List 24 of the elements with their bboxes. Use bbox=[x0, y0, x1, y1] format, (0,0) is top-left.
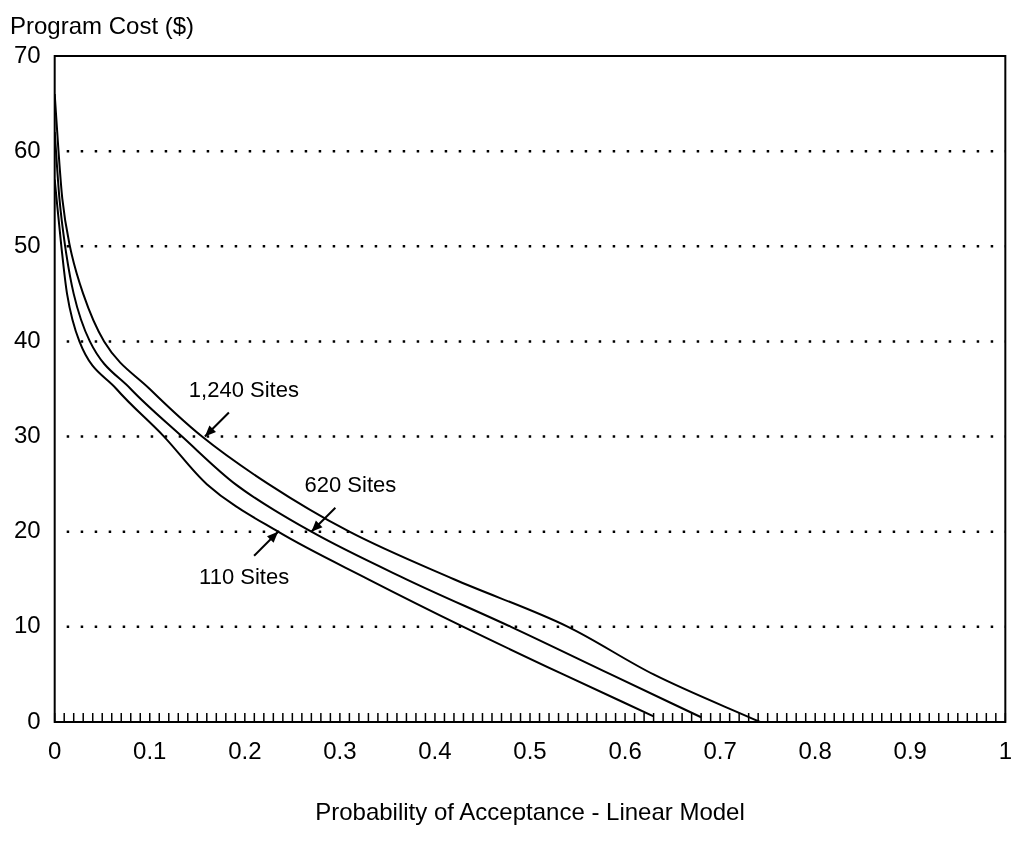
x-tick-label: 0.4 bbox=[418, 737, 452, 765]
x-axis-title: Probability of Acceptance - Linear Model bbox=[315, 798, 745, 825]
x-tick-label: 0.8 bbox=[798, 737, 832, 765]
y-tick-label: 50 bbox=[13, 230, 41, 258]
annotation: 110 Sites bbox=[199, 563, 290, 589]
y-tick-label: 20 bbox=[13, 516, 41, 544]
x-tick-label: 1 bbox=[998, 737, 1013, 765]
x-tick-label: 0.2 bbox=[228, 737, 262, 765]
x-tick-label: 0.9 bbox=[893, 737, 927, 765]
y-axis-title: Program Cost ($) bbox=[10, 12, 195, 39]
annotation: 620 Sites bbox=[304, 471, 397, 497]
y-tick-label: 30 bbox=[13, 421, 41, 449]
x-tick-label: 0.7 bbox=[703, 737, 737, 765]
x-tick-label: 0.1 bbox=[133, 737, 167, 765]
x-tick-label: 0.3 bbox=[323, 737, 357, 765]
y-tick-label: 0 bbox=[27, 706, 41, 734]
y-tick-label: 10 bbox=[13, 611, 41, 639]
x-tick-label: 0.5 bbox=[513, 737, 547, 765]
x-tick-label: 0 bbox=[48, 737, 62, 765]
y-tick-label: 60 bbox=[13, 135, 41, 163]
annotation: 1,240 Sites bbox=[188, 376, 299, 402]
x-tick-label: 0.6 bbox=[608, 737, 642, 765]
y-tick-label: 40 bbox=[13, 326, 41, 354]
y-tick-label: 70 bbox=[13, 40, 41, 68]
